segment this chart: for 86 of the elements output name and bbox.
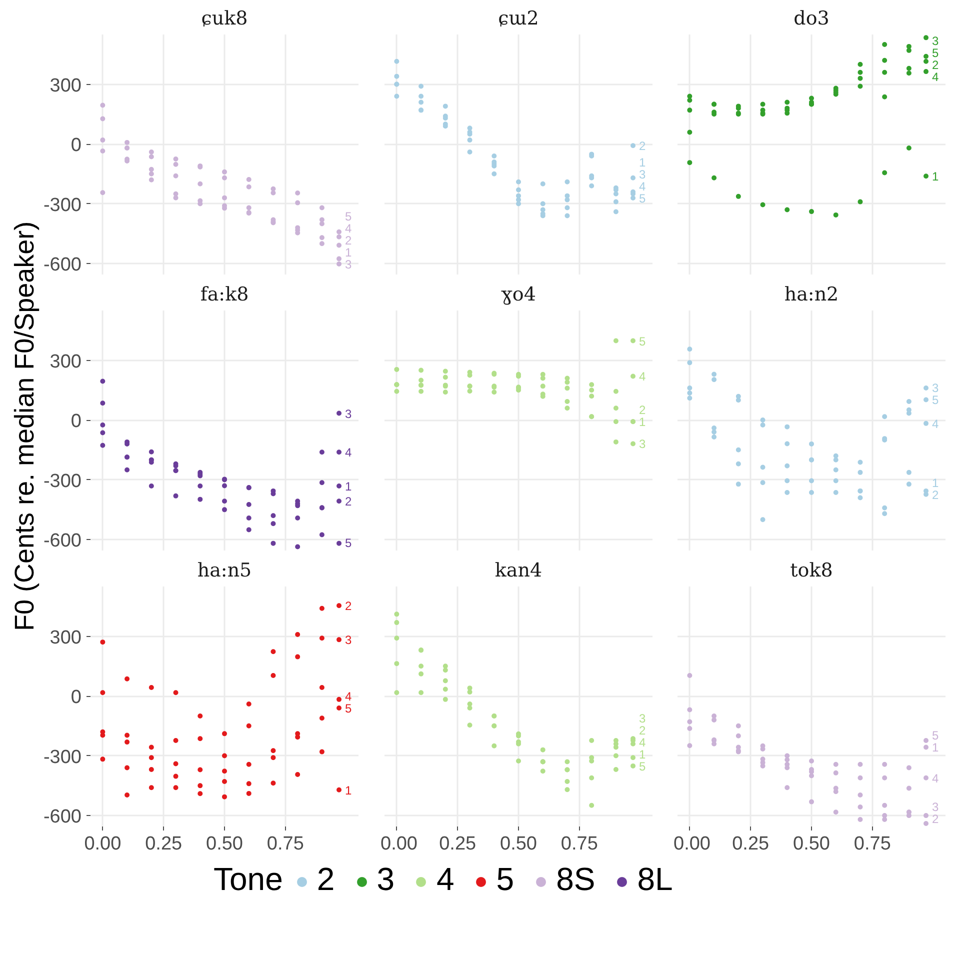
category-label: 8S xyxy=(555,861,596,897)
x-tick-label: 0.25 xyxy=(145,834,182,854)
series-label: 4 xyxy=(638,735,646,750)
chart-title: ɕɯ2 xyxy=(498,8,539,30)
y-tick-label: -300 xyxy=(43,194,82,216)
y-tick-label: 0 xyxy=(70,135,82,156)
series-label: 3 xyxy=(932,800,940,814)
x-tick-label: 0.25 xyxy=(732,834,770,854)
series-label: 4 xyxy=(345,221,352,236)
series-label: 4 xyxy=(932,771,940,786)
series-label: 4 xyxy=(638,180,646,194)
category-label: 5 xyxy=(495,861,514,897)
chart-title: do3 xyxy=(794,8,830,30)
y-tick-label: -300 xyxy=(43,746,82,768)
y-axis-title: F0 (Cents re. median F0/Speaker) xyxy=(8,221,41,631)
series-label: 1 xyxy=(932,740,940,755)
x-tick-label: 0.50 xyxy=(793,834,830,854)
y-tick-label: 0 xyxy=(70,411,82,432)
series-label: 5 xyxy=(932,46,940,60)
y-tick-label: -600 xyxy=(43,254,82,276)
series-label: 2 xyxy=(345,494,352,509)
x-tick-label: 0.50 xyxy=(206,834,243,854)
x-tick-label: 0.75 xyxy=(560,834,598,854)
series-label: 1 xyxy=(345,479,352,494)
chart-title: ɕuk8 xyxy=(201,8,248,30)
series-label: 5 xyxy=(638,759,646,774)
series-label: 1 xyxy=(932,476,940,490)
legend-title: Tone xyxy=(214,861,283,897)
y-tick-label: 0 xyxy=(70,687,82,708)
series-label: 1 xyxy=(638,747,646,762)
category-label: 4 xyxy=(435,861,454,897)
series-label: 5 xyxy=(345,701,352,716)
series-label: 1 xyxy=(638,415,646,430)
series-label: 4 xyxy=(638,370,646,384)
y-tick-label: 300 xyxy=(50,75,82,96)
chart-title: ha:n5 xyxy=(197,560,252,582)
y-tick-label: -600 xyxy=(43,530,82,552)
y-tick-label: -300 xyxy=(43,470,82,492)
series-label: 2 xyxy=(932,488,940,502)
series-label: 3 xyxy=(345,406,352,421)
y-tick-label: 300 xyxy=(50,351,82,372)
series-label: 2 xyxy=(638,403,646,418)
series-label: 3 xyxy=(638,711,646,726)
series-label: 2 xyxy=(932,812,940,826)
category-label: 3 xyxy=(376,861,394,897)
chart-title: ha:n2 xyxy=(784,284,839,306)
series-label: 5 xyxy=(345,536,352,550)
series-label: 3 xyxy=(638,437,646,452)
series-label: 3 xyxy=(345,257,352,272)
x-tick-label: 0.00 xyxy=(674,834,711,854)
y-tick-label: 300 xyxy=(50,627,82,648)
series-label: 3 xyxy=(932,34,940,48)
series-label: 4 xyxy=(345,689,352,704)
series-label: 2 xyxy=(638,139,646,154)
y-tick-label: -600 xyxy=(43,806,82,828)
chart-title: ɣo4 xyxy=(500,284,536,306)
series-label: 5 xyxy=(638,334,646,348)
series-label: 4 xyxy=(932,70,940,84)
x-tick-label: 0.00 xyxy=(380,834,418,854)
series-label: 1 xyxy=(345,783,352,798)
series-label: 5 xyxy=(932,393,940,408)
series-label: 5 xyxy=(638,192,646,206)
series-label: 3 xyxy=(345,633,352,648)
series-label: 2 xyxy=(345,233,352,248)
series-label: 4 xyxy=(345,446,352,460)
x-tick-label: 0.75 xyxy=(854,834,892,854)
chart-title: tok8 xyxy=(790,560,834,582)
series-label: 2 xyxy=(932,58,940,72)
x-tick-label: 0.75 xyxy=(266,834,304,854)
category-label: 8L xyxy=(636,861,673,897)
series-label: 4 xyxy=(932,416,940,431)
series-label: 3 xyxy=(932,381,940,396)
x-tick-label: 0.00 xyxy=(84,834,122,854)
x-tick-label: 0.25 xyxy=(438,834,476,854)
series-label: 3 xyxy=(638,168,646,182)
series-label: 1 xyxy=(638,156,646,170)
category-label: 2 xyxy=(316,861,335,897)
series-label: 1 xyxy=(345,245,352,260)
series-label: 2 xyxy=(638,723,646,738)
chart-title: kan4 xyxy=(494,560,542,582)
series-label: 2 xyxy=(345,599,352,614)
series-label: 1 xyxy=(932,170,940,184)
chart-title: fa:k8 xyxy=(200,284,249,306)
series-label: 5 xyxy=(345,209,352,224)
x-tick-label: 0.50 xyxy=(500,834,537,854)
series-label: 5 xyxy=(932,728,940,743)
